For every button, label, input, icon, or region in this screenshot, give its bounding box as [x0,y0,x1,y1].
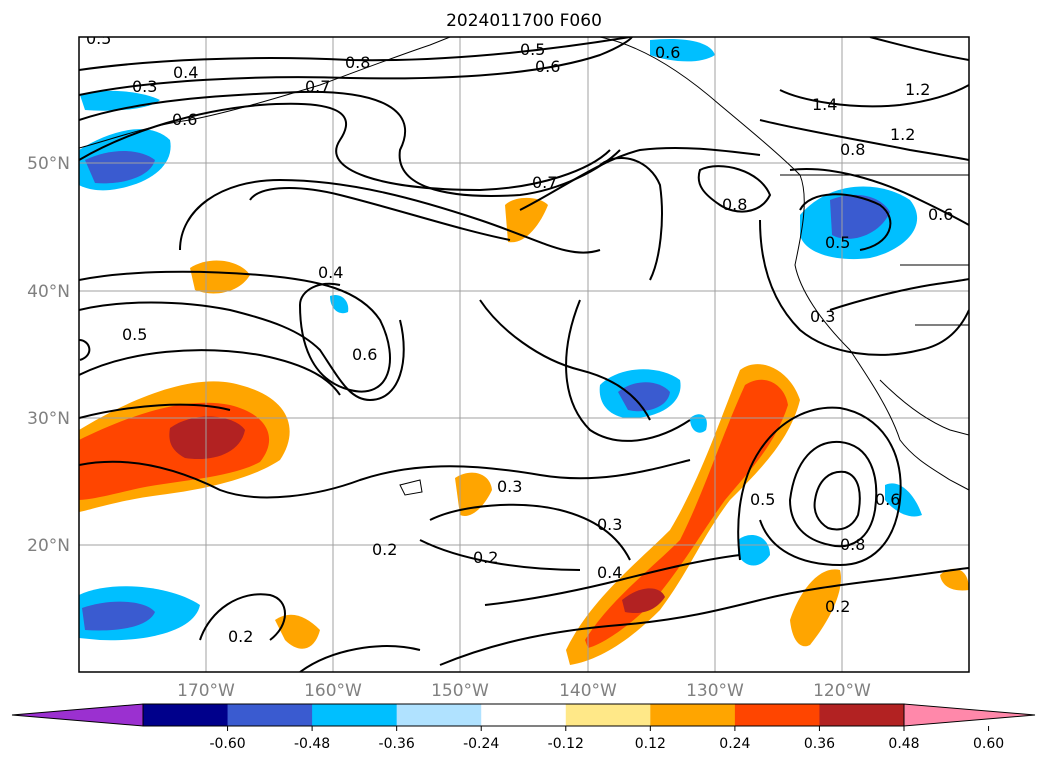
colorbar-segment [396,704,482,726]
contour-label: 0.4 [173,63,198,82]
contour-label: 0.6 [875,490,900,509]
contour-label: 0.3 [597,515,622,534]
contour-label: 0.3 [132,77,157,96]
colorbar-tick-label: -0.48 [294,736,330,752]
contour-label: 0.2 [825,597,850,616]
contour-lines [79,37,969,672]
longitude-labels: 170°W 160°W 150°W 140°W 130°W 120°W [177,681,871,701]
contour-label: 1.2 [890,125,915,144]
latitude-labels: 50°N 40°N 30°N 20°N [27,154,70,556]
negative-anomaly-shading [79,38,922,641]
contour-label: 0.7 [305,77,330,96]
lat-label: 30°N [27,409,70,429]
contour-label: 0.5 [825,233,850,252]
contour-label: 1.2 [905,80,930,99]
colorbar-extend-min [11,703,144,727]
colorbar-segment [819,704,905,726]
colorbar-segment [650,704,736,726]
contour-label: 0.8 [840,140,865,159]
map-border [78,36,970,673]
colorbar-tick-label: -0.12 [548,736,584,752]
colorbar-segment [734,704,820,726]
colorbar: -0.60 -0.48 -0.36 -0.24 -0.12 0.12 0.24 0.36 0.4… [11,703,1036,752]
colorbar-border [142,703,905,727]
colorbar-tick-label: 0.60 [973,736,1004,752]
map-title: 2024011700 F060 [446,11,602,31]
lat-label: 50°N [27,154,70,174]
contour-label: 0.4 [597,563,622,582]
colorbar-tick-label: -0.36 [379,736,415,752]
colorbar-tick-label: 0.36 [804,736,835,752]
colorbar-tick-label: 0.24 [719,736,750,752]
contour-label: 0.5 [122,325,147,344]
colorbar-segment [565,704,651,726]
contour-label: 0.7 [532,173,557,192]
graticule [79,37,969,672]
colorbar-tick-label: -0.60 [209,736,245,752]
colorbar-segment [227,704,313,726]
lat-label: 20°N [27,536,70,556]
contour-label: 0.3 [810,307,835,326]
contour-label: 0.6 [655,43,680,62]
colorbar-tick-label: 0.48 [888,736,919,752]
lon-label: 130°W [686,681,744,701]
contour-labels: 0.5 0.6 0.7 0.8 1.4 1.2 1.2 0.8 0.6 0.5 … [86,29,953,646]
contour-label: 0.6 [928,205,953,224]
colorbar-extend-max [903,703,1036,727]
contour-label: 0.6 [535,57,560,76]
lon-label: 170°W [177,681,235,701]
contour-label: 0.6 [172,110,197,129]
contour-label: 0.8 [345,53,370,72]
contour-label: 0.8 [722,195,747,214]
colorbar-segment [481,704,567,726]
lon-label: 150°W [431,681,489,701]
contour-label: 0.5 [86,29,111,48]
lat-label: 40°N [27,282,70,302]
contour-label: 0.5 [750,490,775,509]
contour-label: 0.2 [473,548,498,567]
colorbar-tick-label: -0.24 [463,736,499,752]
contour-label: 0.2 [372,540,397,559]
lon-label: 120°W [813,681,871,701]
contour-label: 0.8 [840,535,865,554]
contour-label: 0.4 [318,263,343,282]
positive-anomaly-shading [79,197,969,665]
map-area: 0.5 0.6 0.7 0.8 1.4 1.2 1.2 0.8 0.6 0.5 … [79,29,969,672]
colorbar-segment [143,704,229,726]
colorbar-tick-label: 0.12 [635,736,666,752]
contour-label: 0.6 [352,345,377,364]
contour-label: 0.5 [520,40,545,59]
contour-label: 0.2 [228,627,253,646]
lon-label: 160°W [304,681,362,701]
colorbar-segment [312,704,398,726]
contour-label: 0.3 [497,477,522,496]
lon-label: 140°W [559,681,617,701]
contour-label: 1.4 [812,95,837,114]
